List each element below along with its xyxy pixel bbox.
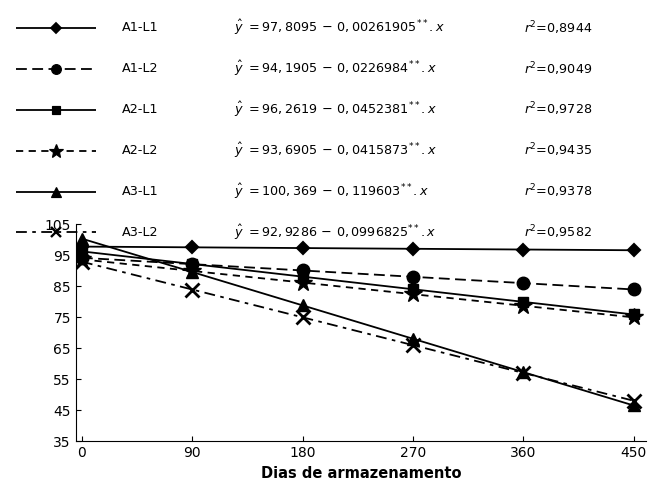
Text: $\hat{y}$ $= $$96,2619 \,-\, 0,0452381^{**}$$\mathit{.x}$: $\hat{y}$ $= $$96,2619 \,-\, 0,0452381^{… (234, 100, 437, 119)
Text: A1-L1: A1-L1 (122, 21, 159, 35)
Text: $r^{2}$=0,9728: $r^{2}$=0,9728 (524, 101, 592, 118)
Text: A2-L1: A2-L1 (122, 103, 158, 116)
Text: $r^{2}$=0,9378: $r^{2}$=0,9378 (524, 183, 592, 200)
Text: $\hat{y}$ $= $$93,6905 \,-\, 0,0415873^{**}$$\mathit{.x}$: $\hat{y}$ $= $$93,6905 \,-\, 0,0415873^{… (234, 141, 437, 160)
Text: A2-L2: A2-L2 (122, 144, 158, 157)
Text: $\hat{y}$ $= $$92,9286 \,-\, 0,0996825^{**}$$\mathit{.x}$: $\hat{y}$ $= $$92,9286 \,-\, 0,0996825^{… (234, 223, 436, 242)
Text: $\hat{y}$ $= $$97,8095 \,-\, 0,00261905^{**}$$\mathit{.x}$: $\hat{y}$ $= $$97,8095 \,-\, 0,00261905^… (234, 18, 445, 37)
Text: $r^{2}$=0,9435: $r^{2}$=0,9435 (524, 142, 592, 159)
Text: A1-L2: A1-L2 (122, 62, 158, 75)
Text: $r^{2}$=0,8944: $r^{2}$=0,8944 (524, 19, 592, 36)
Text: $\hat{y}$ $= $$94,1905 \,-\, 0,0226984^{**}$$\mathit{.x}$: $\hat{y}$ $= $$94,1905 \,-\, 0,0226984^{… (234, 59, 437, 78)
Text: $r^{2}$=0,9582: $r^{2}$=0,9582 (524, 224, 592, 241)
Text: A3-L1: A3-L1 (122, 185, 159, 198)
Text: $\hat{y}$ $= $$100,369 \,-\, 0,119603^{**}$$\mathit{.x}$: $\hat{y}$ $= $$100,369 \,-\, 0,119603^{*… (234, 182, 429, 201)
X-axis label: Dias de armazenamento: Dias de armazenamento (260, 466, 461, 481)
Text: A3-L2: A3-L2 (122, 226, 158, 239)
Text: $r^{2}$=0,9049: $r^{2}$=0,9049 (524, 60, 592, 77)
